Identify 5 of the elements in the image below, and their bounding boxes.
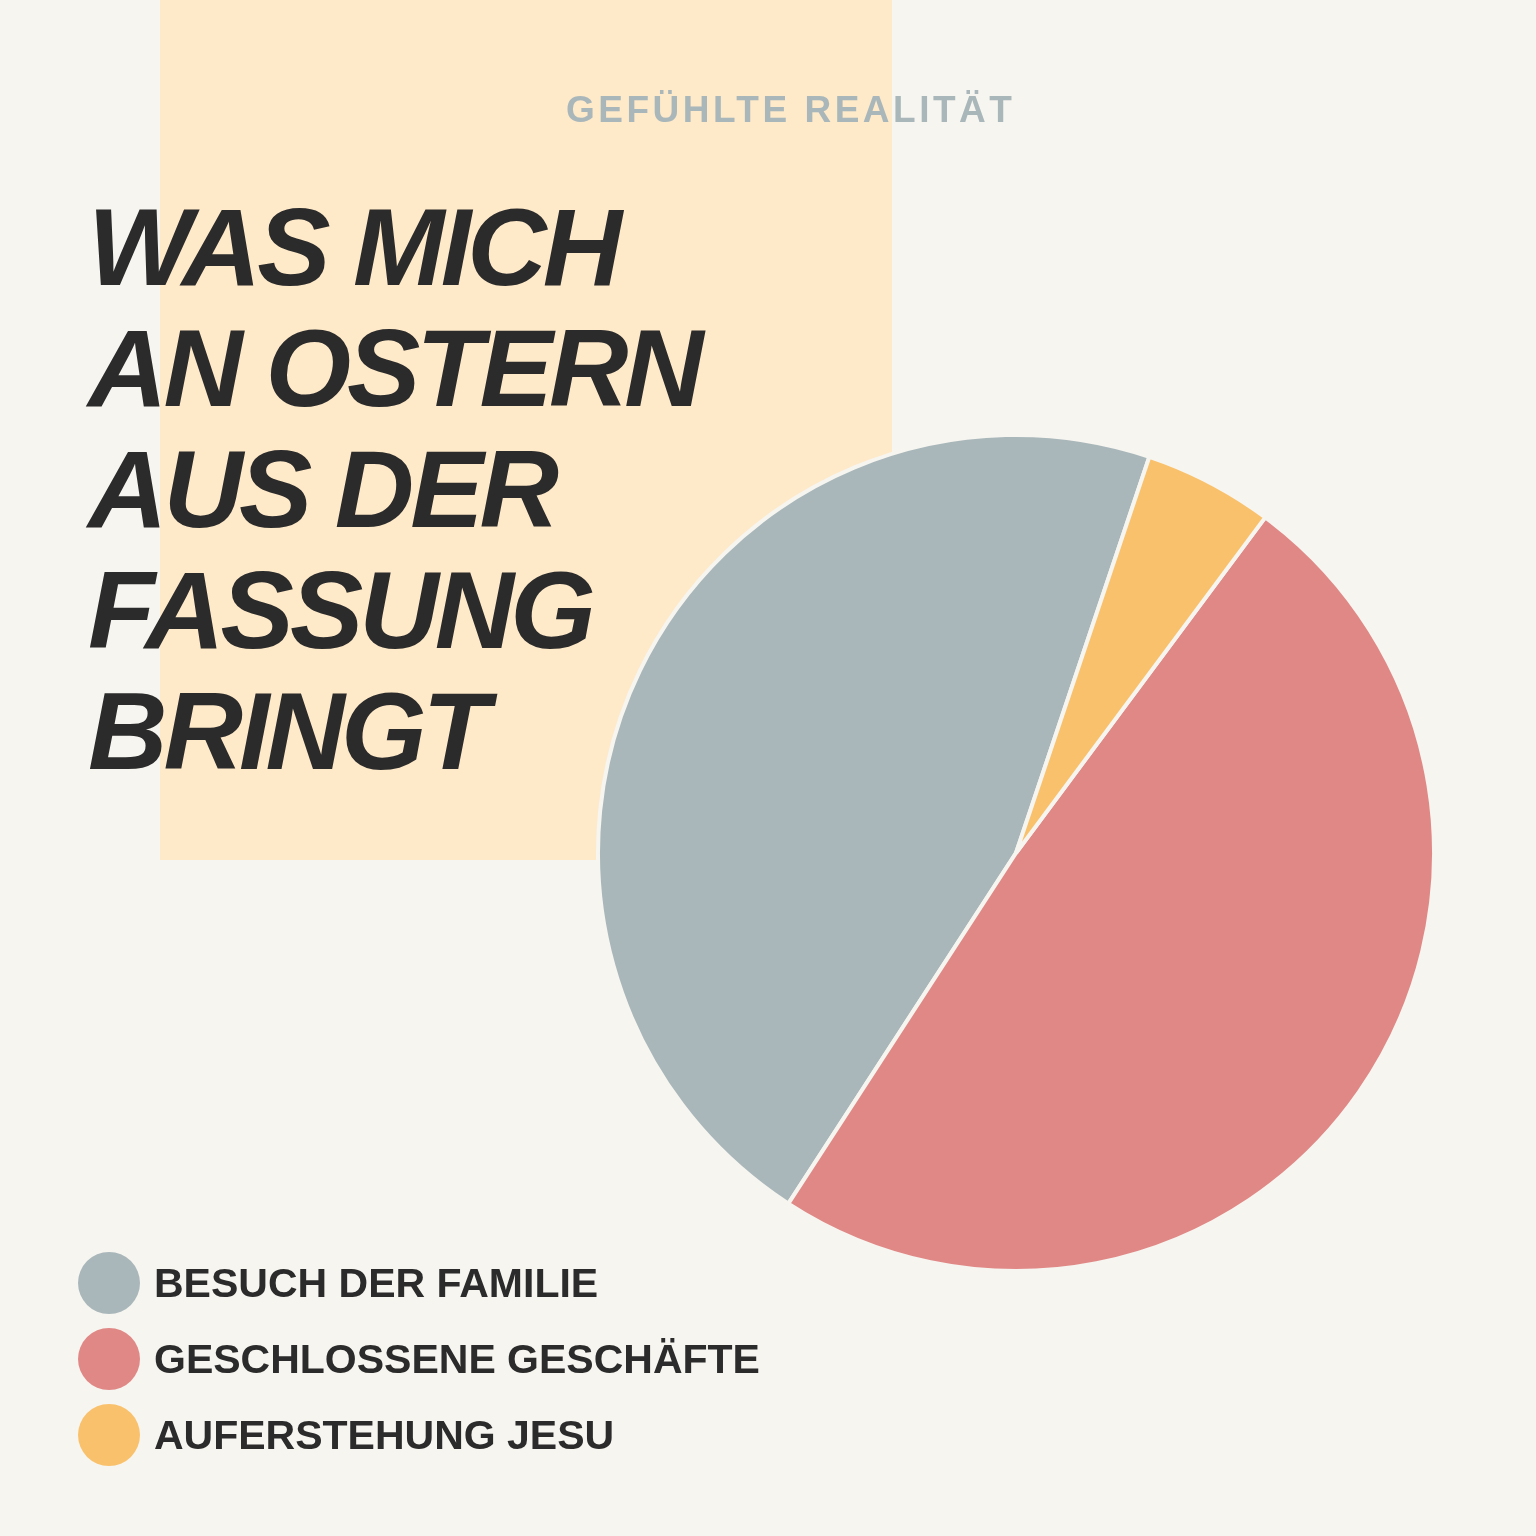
legend-label: BESUCH DER FAMILIE	[154, 1259, 599, 1307]
chart-subtitle: GEFÜHLTE REALITÄT	[566, 88, 1016, 132]
chart-title: WAS MICH AN OSTERN AUS DER FASSUNG BRINGT	[88, 185, 705, 792]
legend-label: GESCHLOSSENE GESCHÄFTE	[154, 1335, 760, 1383]
legend-label: AUFERSTEHUNG JESU	[154, 1411, 615, 1459]
